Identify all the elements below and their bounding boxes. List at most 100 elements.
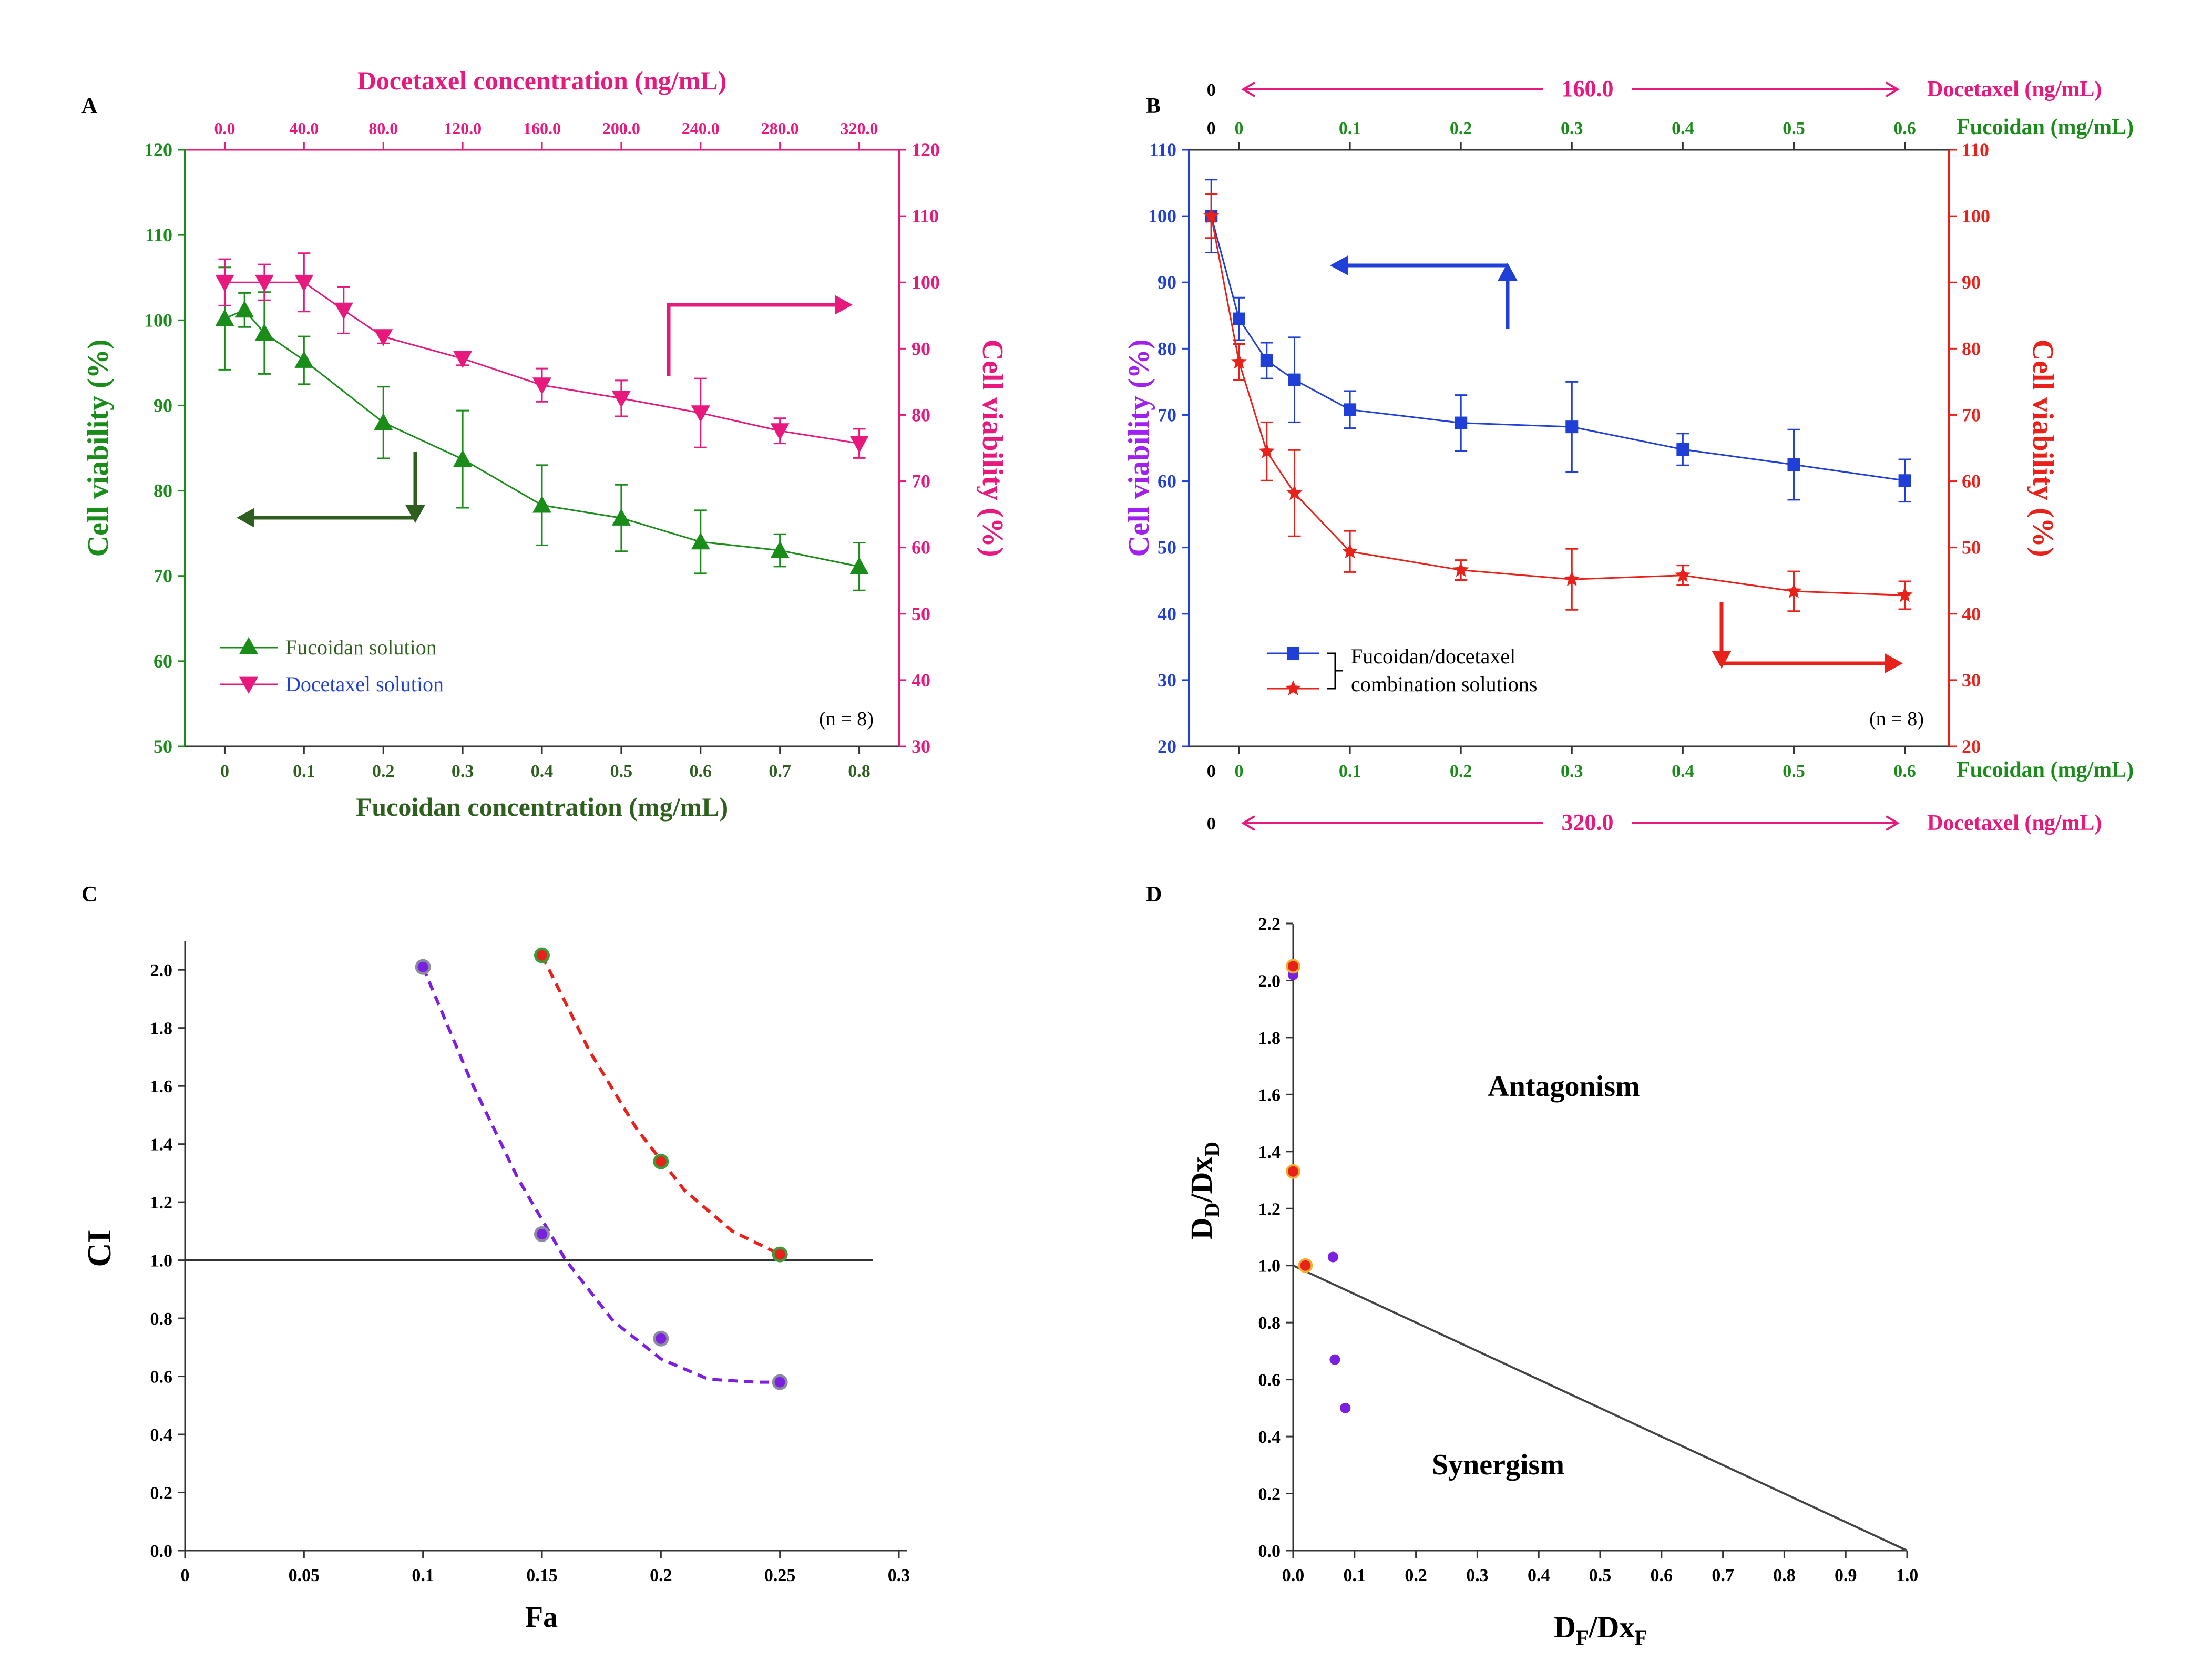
y-tick-label: 80 (153, 480, 172, 501)
y-axis-label-right: Cell viability (%) (976, 340, 1009, 557)
y-tick-label: 120 (144, 139, 172, 160)
data-point-fucoidan (215, 309, 234, 326)
data-point-purple (656, 1333, 667, 1344)
data-point-combination-320 (1786, 582, 1802, 598)
y-tick-label: 1.4 (1258, 1143, 1281, 1162)
data-point-fucoidan (254, 323, 274, 341)
x-tick-label: 0 (1234, 762, 1243, 781)
y-tick-label: 60 (1158, 471, 1176, 492)
x-tick-label: 0.4 (531, 762, 554, 781)
data-point-combination-160 (1565, 420, 1579, 434)
data-point-combination-320 (1258, 443, 1275, 458)
arrow-head (1241, 815, 1256, 831)
y-tick-label: 30 (1158, 670, 1176, 691)
arrow-head (237, 508, 254, 528)
y-right-tick-label: 90 (912, 338, 930, 359)
x-tick-label: 0.3 (1561, 762, 1583, 781)
y-right-tick-label: 20 (1962, 736, 1981, 757)
y-tick-label: 1.8 (150, 1019, 173, 1039)
y-tick-label: 2.0 (150, 961, 173, 980)
data-point-docetaxel (611, 391, 631, 408)
x-top-tick-label: 240.0 (682, 119, 720, 138)
y-axis-label-left: Cell viability (%) (1123, 340, 1155, 557)
x-tick-label: 0.8 (1773, 1566, 1796, 1585)
x-axis-label: Fucoidan concentration (mg/mL) (356, 792, 728, 822)
region-label-antagonism: Antagonism (1488, 1070, 1640, 1103)
data-point-combination-320 (1286, 485, 1303, 500)
fit-curve-red (540, 955, 781, 1256)
docetaxel-top-value: 160.0 (1562, 76, 1614, 101)
data-point-docetaxel (453, 351, 473, 368)
y-tick-label: 2.0 (1258, 971, 1281, 991)
y-tick-label: 1.2 (1258, 1199, 1281, 1219)
x-tick-label: 0.5 (1589, 1566, 1612, 1585)
x-tick-label: 0 (220, 762, 229, 781)
y-tick-label: 60 (153, 651, 172, 672)
legend-label-fucoidan: Fucoidan solution (285, 635, 437, 659)
x-tick-label: 0 (181, 1566, 190, 1585)
legend-marker-combination-320 (1285, 680, 1302, 695)
y-tick-label: 0.4 (1258, 1428, 1281, 1447)
arrow-head (1330, 255, 1348, 275)
data-point-docetaxel (215, 274, 234, 292)
data-point-docetaxel (294, 274, 314, 292)
y-right-tick-label: 60 (1962, 471, 1981, 492)
data-point-combination-160 (1288, 373, 1301, 386)
data-point-combination-320 (1453, 561, 1469, 577)
y-tick-label: 110 (145, 224, 172, 245)
x-tick-label: 0.1 (1344, 1566, 1366, 1585)
y-tick-label: 0.8 (1258, 1314, 1281, 1333)
fit-curve-purple (421, 966, 780, 1384)
x-tick-label: 0.4 (1528, 1566, 1550, 1585)
arrow-head (835, 295, 853, 315)
data-point-combination-160 (1898, 474, 1911, 487)
data-point-combination-160 (1676, 443, 1689, 456)
x-tick-label: 0.1 (412, 1566, 434, 1585)
x-tick-label: 0.1 (1339, 762, 1361, 781)
x-top-tick-label: 0.1 (1339, 119, 1361, 138)
y-right-tick-label: 40 (912, 670, 930, 691)
x-tick-label: 0.3 (1466, 1566, 1489, 1585)
legend-marker-combination-160 (1287, 647, 1299, 660)
panel-a: 0 0.1 0.2 0.3 0.4 0.5 0.6 0.7 0.8 Fucoidan concen… (82, 66, 1009, 822)
subscript: D (1200, 1203, 1224, 1218)
y-tick-label: 90 (153, 395, 172, 416)
y-tick-label: 0.0 (150, 1542, 173, 1561)
x-top-tick-label: 0 (1234, 119, 1243, 138)
x-tick-label: 0 (1207, 762, 1216, 781)
x-top-tick-label: 120.0 (444, 119, 482, 138)
arrow-head (1885, 81, 1900, 97)
y-tick-label: 0.6 (1258, 1371, 1281, 1390)
y-axis-label-right: Cell viability (%) (2026, 340, 2059, 557)
y-tick-label: 0.8 (150, 1309, 173, 1329)
x-axis-label: Fa (525, 1601, 558, 1634)
y-tick-label: 80 (1158, 338, 1176, 359)
x-top-tick-label: 0.6 (1893, 119, 1916, 138)
panel-d: 0.0 0.1 0.2 0.3 0.4 0.5 0.6 0.7 0.8 0.9 1.0 0.0 0.2 0… (1184, 915, 1918, 1649)
additivity-line (1293, 1264, 1908, 1552)
y-right-tick-label: 110 (912, 206, 939, 227)
data-point-docetaxel (770, 423, 790, 440)
arrow-head (1712, 651, 1732, 669)
subscript: F (1576, 1626, 1589, 1649)
y-tick-label: 0.6 (150, 1368, 173, 1387)
y-tick-label: 0.4 (150, 1425, 173, 1445)
series-line-combination-160 (1210, 216, 1905, 481)
arrow-head (1885, 815, 1900, 831)
x-top-tick-label: 160.0 (523, 119, 561, 138)
x-top-tick-label: 80.0 (368, 119, 398, 138)
y-tick-label: 20 (1158, 736, 1176, 757)
x-tick-label: 0.2 (650, 1566, 672, 1585)
x-top-tick-label: 0 (1207, 119, 1216, 138)
x-tick-label: 1.0 (1896, 1566, 1919, 1585)
data-point-purple (1327, 1251, 1338, 1263)
y-tick-label: 0.2 (1258, 1485, 1281, 1504)
axis-label-part: /Dx (1588, 1610, 1634, 1644)
data-point-combination-320 (1675, 567, 1691, 582)
x-top-tick-label: 280.0 (761, 119, 799, 138)
data-point-purple (1329, 1354, 1340, 1365)
y-tick-label: 110 (1149, 139, 1176, 160)
y-tick-label: 1.8 (1258, 1029, 1281, 1048)
panel-label-c: C (81, 883, 97, 907)
data-point-fucoidan (770, 541, 790, 558)
